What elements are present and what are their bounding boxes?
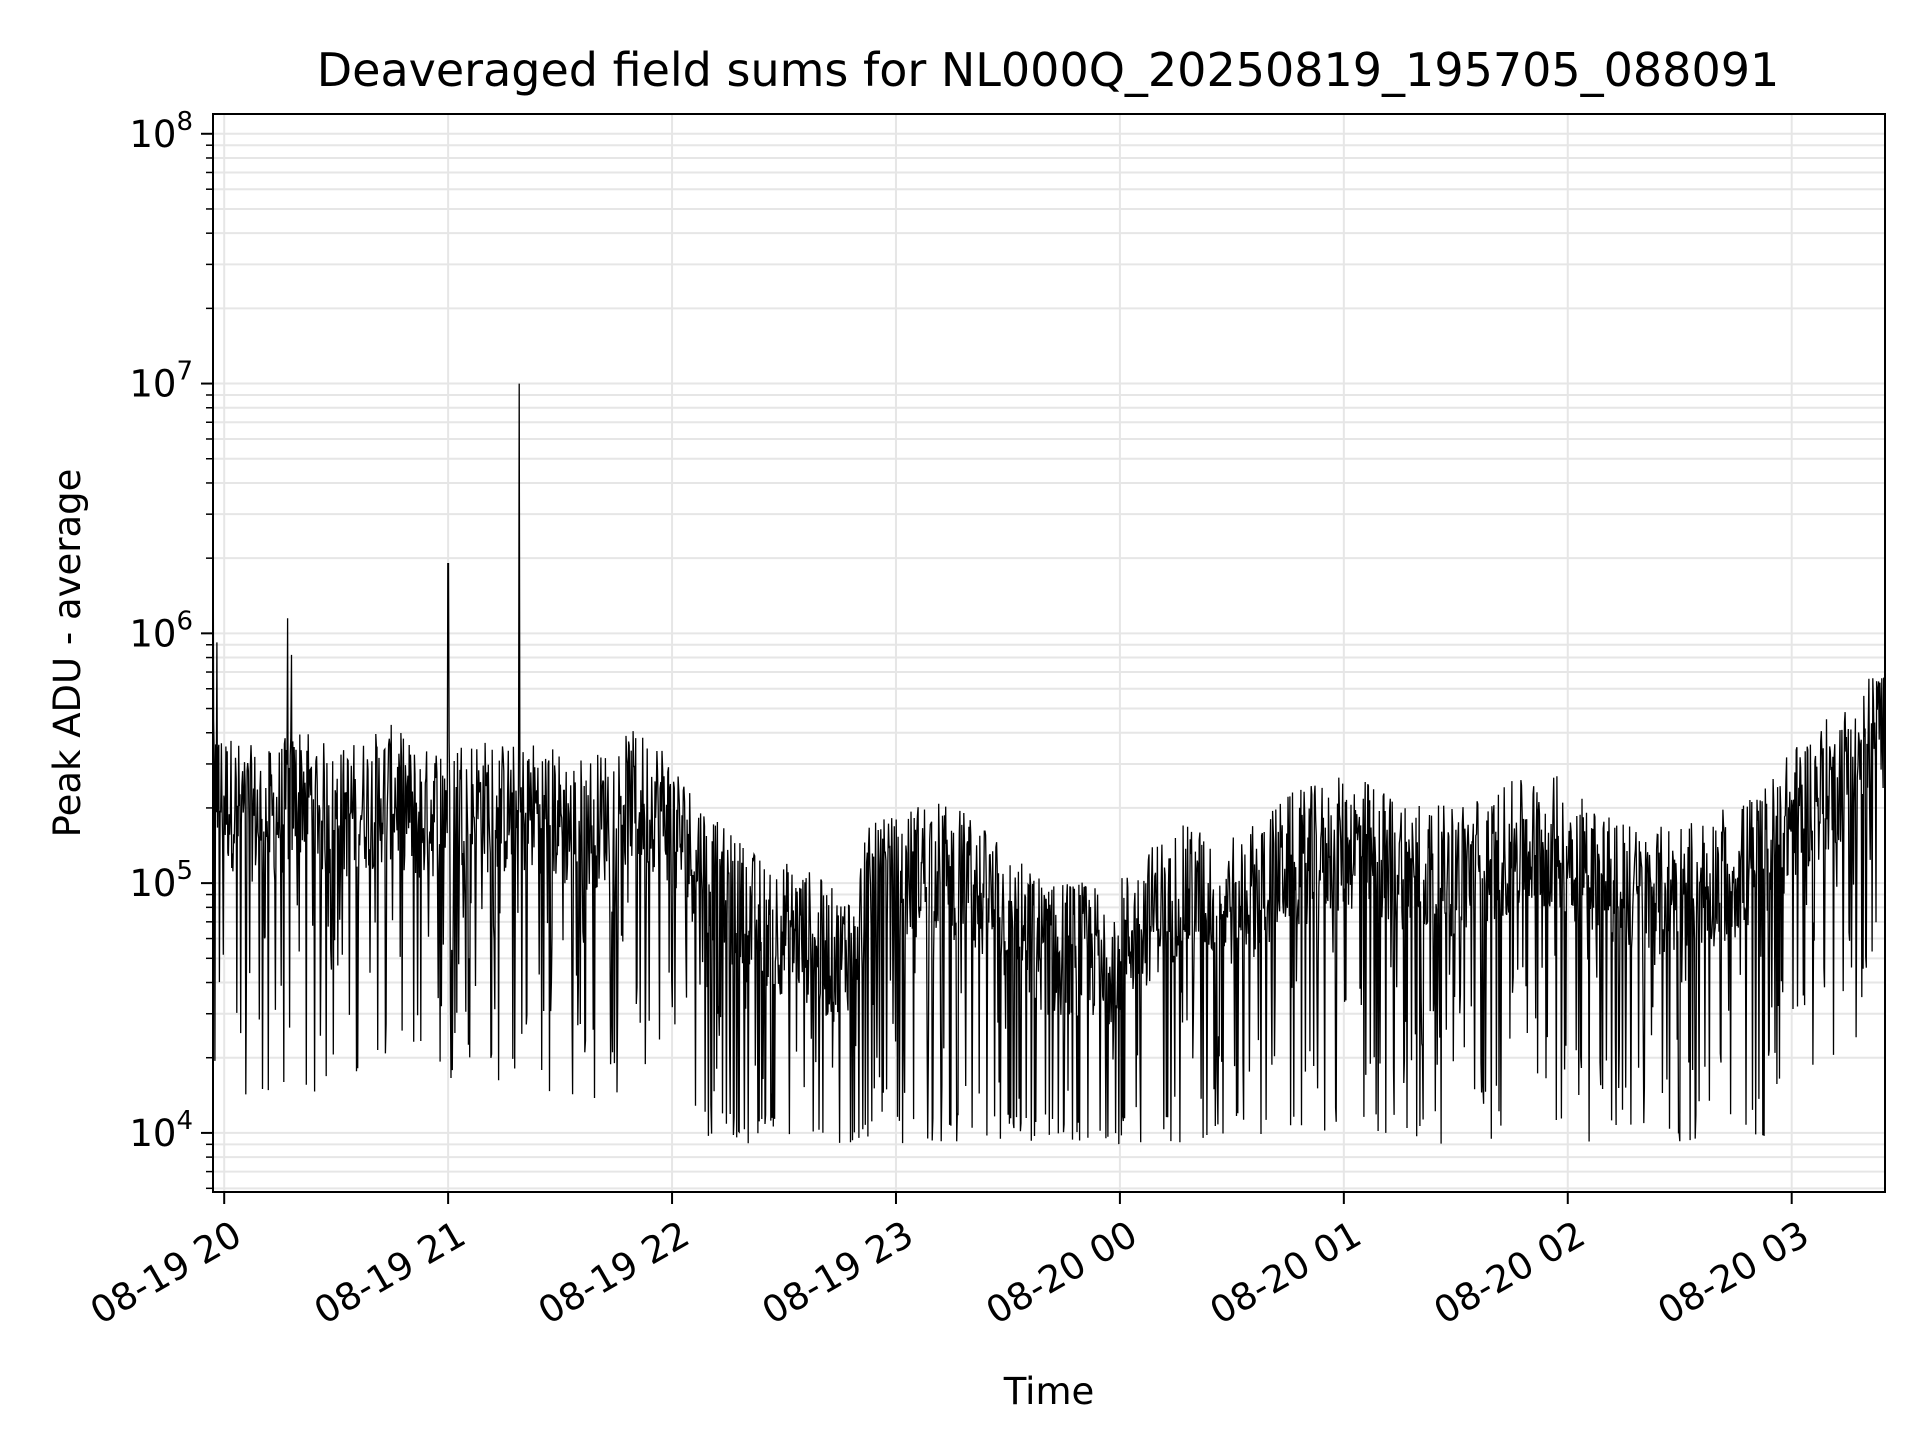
y-axis-label: Peak ADU - average	[46, 469, 89, 838]
x-tick-label: 08-20 01	[1203, 1213, 1369, 1333]
y-tick-label: 106	[129, 606, 193, 655]
y-tick-label: 108	[129, 107, 193, 156]
chart-title: Deaveraged field sums for NL000Q_2025081…	[317, 43, 1780, 97]
x-tick-label: 08-20 03	[1651, 1213, 1817, 1333]
x-tick-label: 08-20 00	[979, 1213, 1145, 1333]
y-tick-label: 107	[129, 357, 193, 406]
y-tick-label: 105	[129, 856, 193, 905]
x-tick-label: 08-20 02	[1427, 1213, 1593, 1333]
series-path	[212, 383, 1886, 1145]
y-axis: 104 105 106 107 108	[129, 107, 213, 1190]
x-tick-label: 08-19 20	[83, 1213, 249, 1333]
x-axis: 08-19 20 08-19 21 08-19 22 08-19 23 08-20 00…	[83, 1192, 1816, 1333]
x-tick-label: 08-19 22	[531, 1213, 697, 1333]
plot-frame	[212, 113, 1886, 1193]
x-tick-label: 08-19 21	[307, 1213, 473, 1333]
y-tick-label: 104	[129, 1106, 193, 1155]
x-axis-label: Time	[1003, 1370, 1095, 1413]
series-line	[212, 383, 1886, 1145]
x-tick-label: 08-19 23	[755, 1213, 921, 1333]
